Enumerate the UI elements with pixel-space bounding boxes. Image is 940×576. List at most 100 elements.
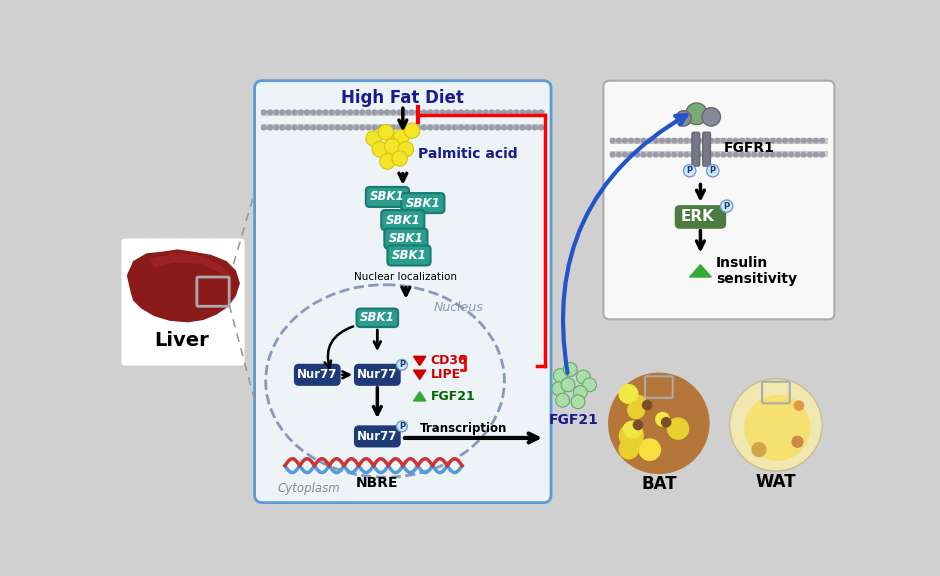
Polygon shape xyxy=(150,254,231,277)
Circle shape xyxy=(631,396,647,412)
Circle shape xyxy=(752,153,757,157)
Bar xyxy=(260,124,545,130)
Circle shape xyxy=(789,153,793,157)
Circle shape xyxy=(539,125,543,130)
Text: NBRE: NBRE xyxy=(356,476,399,490)
Circle shape xyxy=(394,129,409,145)
Circle shape xyxy=(261,110,266,115)
Circle shape xyxy=(317,110,321,115)
FancyArrowPatch shape xyxy=(324,327,353,368)
FancyBboxPatch shape xyxy=(703,132,711,166)
Circle shape xyxy=(533,125,537,130)
Circle shape xyxy=(403,110,408,115)
Bar xyxy=(609,138,828,144)
Circle shape xyxy=(292,110,297,115)
Circle shape xyxy=(720,200,733,213)
Circle shape xyxy=(728,153,732,157)
Polygon shape xyxy=(414,370,426,380)
Circle shape xyxy=(292,125,297,130)
Circle shape xyxy=(678,138,682,143)
Text: Nur77: Nur77 xyxy=(357,430,398,443)
Text: P: P xyxy=(399,361,405,369)
Circle shape xyxy=(678,153,682,157)
Text: Cytoplasm: Cytoplasm xyxy=(277,482,340,495)
Circle shape xyxy=(539,110,543,115)
Circle shape xyxy=(514,125,519,130)
Circle shape xyxy=(709,138,713,143)
Circle shape xyxy=(619,439,638,458)
Circle shape xyxy=(434,125,439,130)
Circle shape xyxy=(776,153,781,157)
Circle shape xyxy=(410,110,414,115)
Polygon shape xyxy=(414,392,426,401)
Circle shape xyxy=(563,362,577,376)
Circle shape xyxy=(533,110,537,115)
Circle shape xyxy=(305,110,309,115)
Circle shape xyxy=(508,125,512,130)
FancyBboxPatch shape xyxy=(295,365,339,385)
Circle shape xyxy=(764,153,769,157)
Circle shape xyxy=(372,125,377,130)
Circle shape xyxy=(471,125,476,130)
Circle shape xyxy=(619,424,643,448)
Circle shape xyxy=(707,165,719,177)
Circle shape xyxy=(452,125,457,130)
Circle shape xyxy=(280,125,285,130)
Circle shape xyxy=(629,153,634,157)
Circle shape xyxy=(697,138,701,143)
Circle shape xyxy=(820,153,824,157)
FancyBboxPatch shape xyxy=(366,187,409,207)
Circle shape xyxy=(635,153,639,157)
Circle shape xyxy=(783,153,788,157)
Circle shape xyxy=(422,125,427,130)
Circle shape xyxy=(311,125,316,130)
FancyBboxPatch shape xyxy=(355,426,400,446)
Circle shape xyxy=(299,110,303,115)
Circle shape xyxy=(341,125,346,130)
Circle shape xyxy=(740,153,744,157)
FancyBboxPatch shape xyxy=(121,238,244,366)
FancyArrowPatch shape xyxy=(563,115,686,373)
Circle shape xyxy=(428,110,432,115)
Circle shape xyxy=(628,401,645,419)
Circle shape xyxy=(634,420,643,430)
Circle shape xyxy=(554,369,567,382)
Circle shape xyxy=(666,138,670,143)
Circle shape xyxy=(305,125,309,130)
Circle shape xyxy=(686,103,708,124)
Circle shape xyxy=(814,153,818,157)
Polygon shape xyxy=(690,265,712,277)
Circle shape xyxy=(556,393,570,407)
Circle shape xyxy=(619,385,638,403)
Text: FGF21: FGF21 xyxy=(549,413,599,427)
Text: Nucleus: Nucleus xyxy=(433,301,483,314)
FancyBboxPatch shape xyxy=(355,365,400,385)
Text: Liver: Liver xyxy=(154,331,209,350)
Circle shape xyxy=(490,110,494,115)
Circle shape xyxy=(702,108,720,126)
Text: FGFR1: FGFR1 xyxy=(724,141,775,155)
Circle shape xyxy=(495,110,500,115)
Circle shape xyxy=(820,138,824,143)
Circle shape xyxy=(459,125,463,130)
Circle shape xyxy=(783,138,788,143)
Circle shape xyxy=(336,110,340,115)
Circle shape xyxy=(483,125,488,130)
Circle shape xyxy=(740,138,744,143)
Circle shape xyxy=(502,110,507,115)
Circle shape xyxy=(415,110,420,115)
Circle shape xyxy=(697,153,701,157)
Circle shape xyxy=(404,123,420,138)
Text: SBK1: SBK1 xyxy=(360,312,395,324)
Circle shape xyxy=(648,153,652,157)
Circle shape xyxy=(703,153,708,157)
Circle shape xyxy=(286,125,290,130)
Circle shape xyxy=(311,110,316,115)
Circle shape xyxy=(379,125,384,130)
FancyBboxPatch shape xyxy=(384,229,428,248)
Circle shape xyxy=(764,138,769,143)
Circle shape xyxy=(639,439,660,460)
Circle shape xyxy=(502,125,507,130)
Circle shape xyxy=(446,125,451,130)
Text: P: P xyxy=(686,166,693,175)
